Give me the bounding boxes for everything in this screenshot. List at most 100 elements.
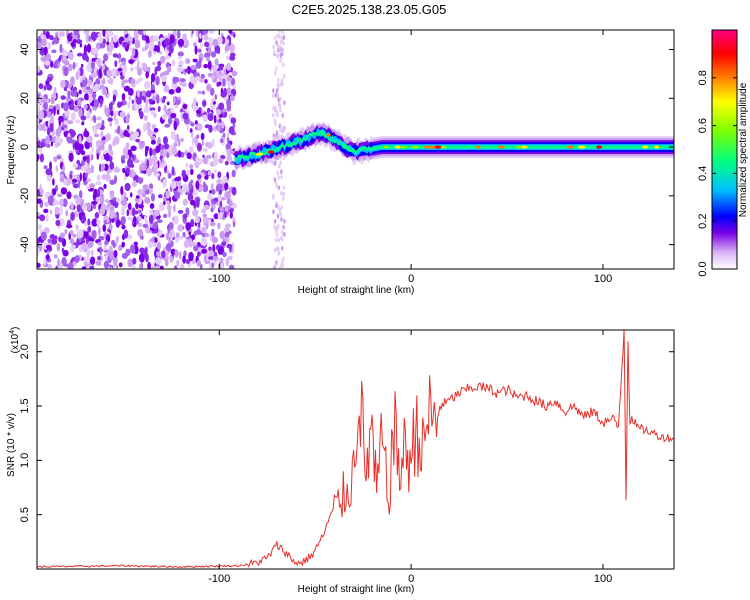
- streak-speckle: [282, 35, 286, 40]
- noise-speckle: [91, 218, 98, 227]
- noise-speckle: [148, 183, 154, 190]
- noise-speckle: [72, 244, 76, 249]
- colorbar-tick-label: 0.6: [697, 118, 709, 133]
- noise-speckle: [151, 193, 155, 202]
- streak-speckle: [280, 217, 283, 222]
- noise-speckle: [118, 262, 123, 268]
- noise-speckle: [76, 150, 80, 155]
- noise-speckle: [164, 55, 171, 60]
- noise-speckle: [141, 47, 146, 52]
- noise-speckle: [196, 123, 203, 131]
- noise-speckle: [144, 151, 148, 157]
- noise-speckle: [170, 181, 177, 189]
- noise-speckle: [70, 201, 74, 211]
- noise-speckle: [144, 45, 148, 51]
- noise-speckle: [50, 60, 54, 68]
- streak-speckle: [277, 251, 280, 256]
- noise-speckle: [78, 135, 82, 145]
- noise-speckle: [113, 250, 118, 258]
- noise-speckle: [218, 81, 222, 86]
- noise-speckle: [139, 111, 144, 120]
- noise-speckle: [171, 166, 175, 175]
- noise-speckle: [49, 195, 54, 204]
- noise-speckle: [142, 122, 147, 133]
- streak-speckle: [275, 246, 278, 252]
- noise-speckle: [55, 128, 61, 137]
- noise-speckle: [161, 250, 166, 259]
- snr-multiplier: (x104): [9, 327, 21, 354]
- noise-speckle: [60, 31, 65, 37]
- noise-speckle: [203, 34, 209, 41]
- noise-speckle: [217, 222, 221, 230]
- noise-speckle: [188, 146, 194, 154]
- noise-speckle: [90, 31, 98, 41]
- streak-speckle: [280, 174, 283, 180]
- noise-speckle: [114, 60, 118, 68]
- streak-speckle: [272, 209, 275, 215]
- noise-speckle: [46, 111, 51, 116]
- noise-speckle: [182, 255, 186, 264]
- noise-speckle: [125, 142, 130, 149]
- noise-speckle: [74, 89, 77, 98]
- noise-speckle: [43, 85, 47, 91]
- noise-speckle: [127, 158, 134, 168]
- spectrogram-x-axis-label: Height of straight line (km): [298, 285, 415, 296]
- noise-speckle: [174, 265, 178, 269]
- noise-speckle: [170, 130, 176, 140]
- noise-speckle: [69, 139, 76, 144]
- noise-speckle: [138, 77, 143, 82]
- streak-speckle: [278, 30, 281, 34]
- noise-speckle: [222, 133, 226, 138]
- noise-speckle: [98, 68, 102, 78]
- streak-speckle: [275, 232, 279, 238]
- noise-speckle: [138, 209, 142, 214]
- noise-speckle: [72, 62, 76, 70]
- noise-speckle: [46, 143, 51, 148]
- noise-speckle: [180, 78, 186, 83]
- noise-speckle: [49, 209, 53, 215]
- noise-speckle: [146, 167, 153, 176]
- noise-speckle: [202, 216, 209, 223]
- noise-speckle: [49, 234, 56, 240]
- streak-speckle: [273, 161, 277, 166]
- noise-speckle: [195, 61, 202, 69]
- noise-speckle: [128, 89, 131, 96]
- noise-speckle: [231, 186, 237, 196]
- streak-speckle: [282, 73, 286, 79]
- noise-speckle: [147, 50, 152, 58]
- noise-speckle: [70, 211, 75, 221]
- noise-speckle: [64, 228, 68, 235]
- noise-speckle: [59, 43, 63, 54]
- noise-speckle: [186, 152, 192, 160]
- noise-speckle: [145, 253, 149, 263]
- noise-speckle: [229, 55, 236, 61]
- y-tick-label: 0: [19, 144, 31, 150]
- noise-speckle: [97, 188, 101, 198]
- noise-speckle: [87, 237, 94, 241]
- noise-speckle: [216, 109, 222, 115]
- noise-speckle: [157, 194, 163, 199]
- streak-speckle: [280, 81, 283, 87]
- noise-speckle: [160, 55, 166, 64]
- noise-speckle: [213, 114, 217, 124]
- noise-speckle: [184, 68, 189, 73]
- noise-speckle: [130, 145, 137, 152]
- noise-speckle: [102, 224, 107, 233]
- noise-speckle: [133, 131, 139, 138]
- streak-speckle: [272, 93, 275, 99]
- noise-speckle: [189, 128, 193, 133]
- streak-speckle: [274, 228, 278, 233]
- noise-speckle: [55, 165, 59, 173]
- noise-speckle: [60, 187, 68, 195]
- noise-speckle: [131, 154, 135, 160]
- noise-speckle: [163, 143, 170, 150]
- spectrogram-ticks: -100 0 100 -40 -20 0 20 40: [19, 30, 674, 285]
- noise-speckle: [150, 89, 155, 94]
- noise-speckle: [155, 65, 162, 72]
- noise-speckle: [177, 150, 182, 158]
- noise-speckle: [177, 138, 181, 147]
- colorbar-tick-label: 0.8: [697, 70, 709, 85]
- noise-speckle: [196, 251, 201, 257]
- noise-speckle: [84, 172, 89, 178]
- noise-speckle: [232, 84, 236, 89]
